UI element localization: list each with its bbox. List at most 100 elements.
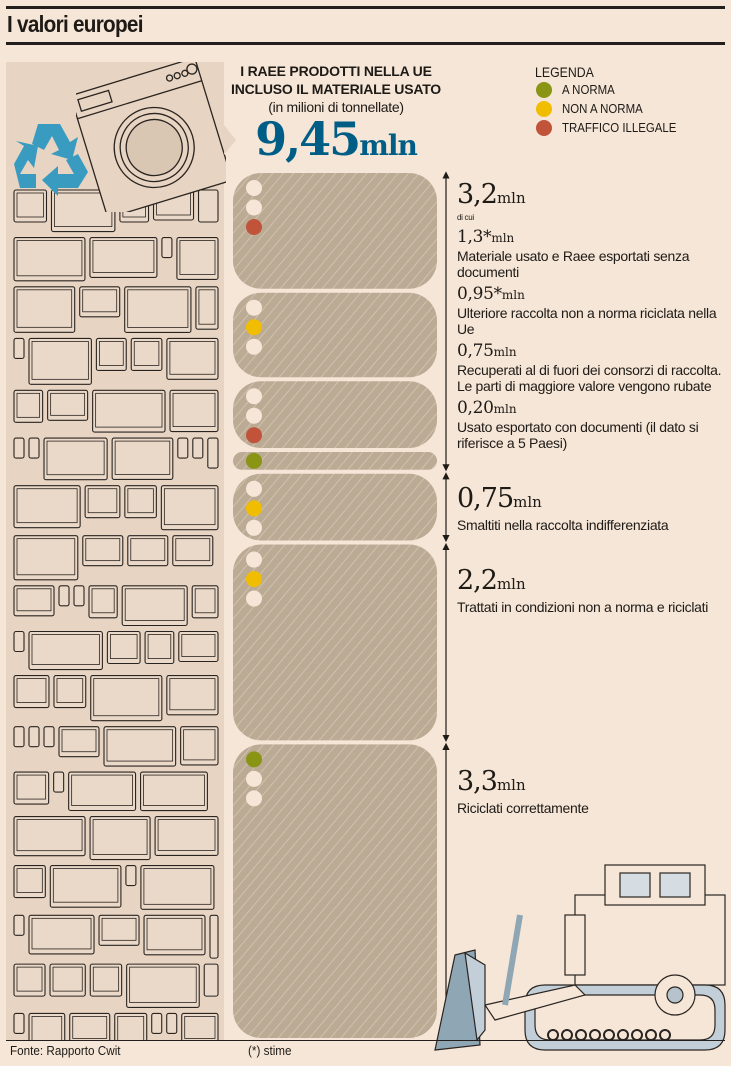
device-icon xyxy=(207,437,219,469)
legend: LEGENDA A NORMA NON A NORMA TRAFFICO ILL… xyxy=(535,64,692,137)
empty-dot-icon xyxy=(246,199,262,216)
device-icon xyxy=(124,485,157,519)
segment-rect xyxy=(233,452,437,470)
device-icon xyxy=(13,675,50,709)
bar-segment-4 xyxy=(233,452,437,470)
status-dot-icon xyxy=(246,571,262,588)
device-icon xyxy=(53,771,65,793)
device-icon xyxy=(166,675,219,716)
empty-dot-icon xyxy=(246,299,262,316)
annotation-item-1: 1,3*mln Materiale usato e Raee esportati… xyxy=(457,227,727,281)
device-icon xyxy=(13,286,76,333)
title-rule xyxy=(6,42,725,45)
status-dot-icon xyxy=(246,500,262,517)
annotation-group-3: 2,2mln Trattati in condizioni non a norm… xyxy=(457,566,727,616)
roller xyxy=(603,1029,615,1041)
device-icon xyxy=(166,1012,178,1034)
legend-item-traffico-illegale: TRAFFICO ILLEGALE xyxy=(535,118,692,137)
device-icon xyxy=(161,236,173,259)
device-icon xyxy=(13,437,25,459)
device-icon xyxy=(28,437,40,459)
device-icon xyxy=(49,865,122,908)
total-value: 9,45mln xyxy=(226,112,446,166)
device-icon xyxy=(13,535,79,581)
device-icon xyxy=(28,630,103,671)
device-icon xyxy=(197,189,219,223)
roller xyxy=(575,1029,587,1041)
device-icon xyxy=(88,585,118,619)
empty-dot-icon xyxy=(246,338,262,355)
item2-text: Ulteriore raccolta non a norma riciclata… xyxy=(457,305,717,337)
device-icon xyxy=(13,337,25,360)
bar-segment-7 xyxy=(233,744,437,1039)
empty-dot-icon xyxy=(246,590,262,607)
device-icon xyxy=(28,914,95,955)
empty-dot-icon xyxy=(246,388,262,405)
yellow-dot-icon xyxy=(536,100,552,117)
footer-rule xyxy=(6,1040,725,1041)
item4-text: Usato esportato con documenti (il dato s… xyxy=(457,419,699,451)
recycle-icon xyxy=(14,124,88,196)
device-icon xyxy=(124,286,192,334)
device-icon xyxy=(143,914,206,956)
annotation-group-4: 3,3mln Riciclati correttamente xyxy=(457,766,727,817)
item3-value: 0,75mln xyxy=(457,341,517,361)
segment-rect xyxy=(233,173,437,289)
item1-value: 1,3*mln xyxy=(457,227,515,247)
device-icon xyxy=(203,963,219,997)
segment-rect xyxy=(233,292,437,378)
status-dot-icon xyxy=(246,319,262,336)
item2-value: 0,95*mln xyxy=(457,284,525,304)
chart-header: I RAEE PRODOTTI NELLA UE INCLUSO IL MATE… xyxy=(216,62,456,116)
device-icon xyxy=(13,914,25,936)
device-icon xyxy=(98,914,140,946)
status-dot-icon xyxy=(246,427,262,444)
segment-rect xyxy=(233,473,437,541)
device-icon xyxy=(151,1012,163,1034)
group1-value: 3,2mln xyxy=(457,179,526,210)
annotation-item-4: 0,20mln Usato esportato con documenti (i… xyxy=(457,398,727,452)
device-icon xyxy=(13,485,81,529)
device-icon xyxy=(114,1012,148,1041)
group4-value: 3,3mln xyxy=(457,766,526,797)
device-icon xyxy=(144,630,175,665)
segment-rect xyxy=(233,544,437,741)
device-icon xyxy=(166,337,219,380)
device-icon xyxy=(13,726,25,748)
empty-dot-icon xyxy=(246,407,262,424)
device-icon xyxy=(154,816,219,857)
device-icon xyxy=(58,726,100,758)
roller xyxy=(659,1029,671,1041)
bar-segment-2 xyxy=(233,292,437,378)
total-number: 9,45 xyxy=(255,112,361,166)
legend-title: LEGENDA xyxy=(535,64,594,80)
annotation-item-2: 0,95*mln Ulteriore raccolta non a norma … xyxy=(457,284,727,338)
empty-dot-icon xyxy=(246,790,262,807)
device-icon xyxy=(82,535,124,567)
header-units: (in milioni di tonnellate) xyxy=(268,99,404,115)
item4-value: 0,20mln xyxy=(457,398,517,418)
roller xyxy=(547,1029,559,1041)
device-icon xyxy=(130,337,163,372)
status-dot-icon xyxy=(246,751,262,768)
annotation-item-3: 0,75mln Recuperati al di fuori dei conso… xyxy=(457,341,727,395)
annotation-group-1: 3,2mln di cui xyxy=(457,180,727,223)
empty-dot-icon xyxy=(246,770,262,787)
device-icon xyxy=(92,389,166,433)
item3-text: Recuperati al di fuori dei consorzi di r… xyxy=(457,362,722,394)
device-icon xyxy=(140,865,215,910)
page-title: I valori europei xyxy=(7,11,143,37)
device-icon xyxy=(84,485,121,519)
device-icon xyxy=(47,389,89,421)
device-icon xyxy=(13,585,55,617)
roller xyxy=(645,1029,657,1041)
device-icon xyxy=(13,816,86,857)
device-icon xyxy=(13,963,46,997)
total-unit: mln xyxy=(359,129,418,162)
di-cui-label: di cui xyxy=(457,213,474,222)
status-dot-icon xyxy=(246,219,262,235)
device-icon xyxy=(106,630,141,665)
device-icon xyxy=(13,771,50,805)
device-icon xyxy=(121,585,188,627)
devices-illustration xyxy=(13,189,219,1041)
